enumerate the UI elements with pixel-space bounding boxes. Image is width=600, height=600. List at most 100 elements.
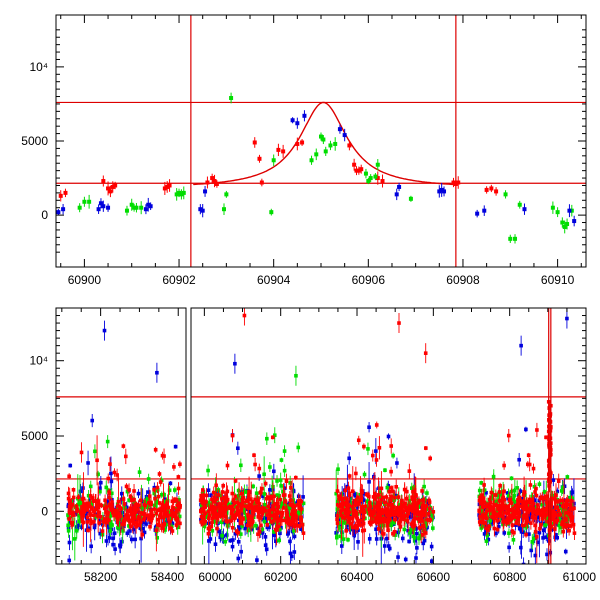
data-point: [367, 519, 372, 526]
data-point: [381, 513, 386, 529]
data-point-green: [562, 220, 567, 234]
data-point: [514, 509, 518, 514]
data-point: [67, 473, 71, 480]
data-point: [131, 524, 136, 535]
data-point: [338, 529, 343, 543]
data-point: [570, 510, 575, 524]
data-point: [351, 518, 355, 537]
data-point: [274, 535, 278, 548]
data-point: [233, 493, 238, 500]
data-point: [412, 498, 417, 513]
data-point: [338, 507, 343, 517]
data-point: [387, 512, 391, 526]
data-point: [479, 515, 484, 529]
data-point: [424, 499, 429, 513]
data-point: [242, 308, 247, 326]
data-point: [265, 522, 270, 528]
data-point: [292, 522, 297, 530]
data-point: [121, 491, 126, 507]
data-point-blue: [146, 197, 151, 212]
data-point: [341, 500, 346, 509]
data-point: [507, 491, 512, 507]
data-point-red: [214, 180, 219, 188]
x-tick-label: 60600: [417, 570, 451, 584]
data-point: [255, 555, 259, 564]
data-point-green: [333, 137, 338, 151]
data-point: [509, 488, 514, 495]
data-point-red: [347, 140, 352, 151]
data-point: [277, 521, 281, 532]
data-point-green: [321, 134, 326, 145]
data-point: [505, 519, 510, 526]
data-point: [149, 507, 154, 514]
zoom-panel: 60900 60902 60904 60906 60908 60910 0 5000 10⁴: [21, 14, 587, 287]
data-point: [167, 513, 172, 530]
data-point: [176, 482, 181, 495]
data-point: [346, 519, 350, 525]
data-point-green: [174, 188, 179, 201]
data-point: [379, 511, 384, 533]
x-tick-label: 60800: [493, 570, 527, 584]
data-point: [152, 487, 156, 493]
data-point: [560, 516, 565, 529]
data-point: [125, 529, 130, 537]
data-point: [294, 475, 298, 481]
data-point: [265, 432, 269, 445]
data-point-green: [229, 92, 234, 104]
data-point: [79, 506, 83, 520]
data-point: [517, 452, 521, 467]
data-point: [218, 531, 223, 543]
data-point: [98, 498, 102, 512]
data-point: [89, 504, 94, 512]
data-point: [413, 507, 418, 514]
data-point: [502, 461, 506, 470]
data-point: [335, 484, 340, 498]
data-point-green: [82, 196, 87, 207]
data-point: [257, 463, 262, 474]
data-point: [272, 490, 276, 502]
data-point: [82, 499, 86, 514]
data-points-segment-2: [198, 308, 577, 564]
data-point: [400, 512, 404, 526]
data-point: [383, 505, 388, 520]
data-point: [108, 515, 113, 528]
data-point: [112, 468, 117, 477]
x-tick-label: 60000: [198, 570, 232, 584]
data-point: [425, 489, 429, 497]
data-point: [89, 539, 93, 554]
data-point: [544, 435, 548, 440]
x-tick-label: 60200: [264, 570, 298, 584]
data-point: [518, 488, 523, 495]
data-point: [387, 487, 392, 496]
data-point: [297, 505, 302, 511]
data-point: [144, 520, 148, 528]
data-point: [173, 444, 178, 449]
data-point-green: [181, 186, 186, 200]
data-point-green: [269, 208, 274, 216]
data-point: [523, 512, 527, 518]
data-point-green: [87, 194, 92, 209]
data-point: [162, 499, 167, 504]
data-point: [367, 533, 372, 545]
data-point: [199, 495, 204, 500]
data-point-blue: [98, 198, 103, 209]
data-point: [92, 510, 96, 521]
data-point: [524, 531, 528, 538]
data-point: [362, 443, 366, 450]
data-point: [396, 528, 400, 537]
data-point-red: [352, 158, 357, 171]
data-point: [563, 511, 567, 526]
data-point-red: [110, 181, 115, 193]
data-point: [85, 513, 90, 522]
data-point: [201, 487, 205, 493]
data-point: [424, 446, 428, 451]
data-point: [113, 542, 117, 556]
data-point: [67, 554, 72, 564]
data-point: [519, 504, 524, 559]
data-point: [389, 490, 393, 503]
data-point-red: [205, 176, 210, 189]
data-point: [392, 491, 397, 504]
data-point: [128, 494, 133, 500]
data-point: [537, 506, 542, 521]
